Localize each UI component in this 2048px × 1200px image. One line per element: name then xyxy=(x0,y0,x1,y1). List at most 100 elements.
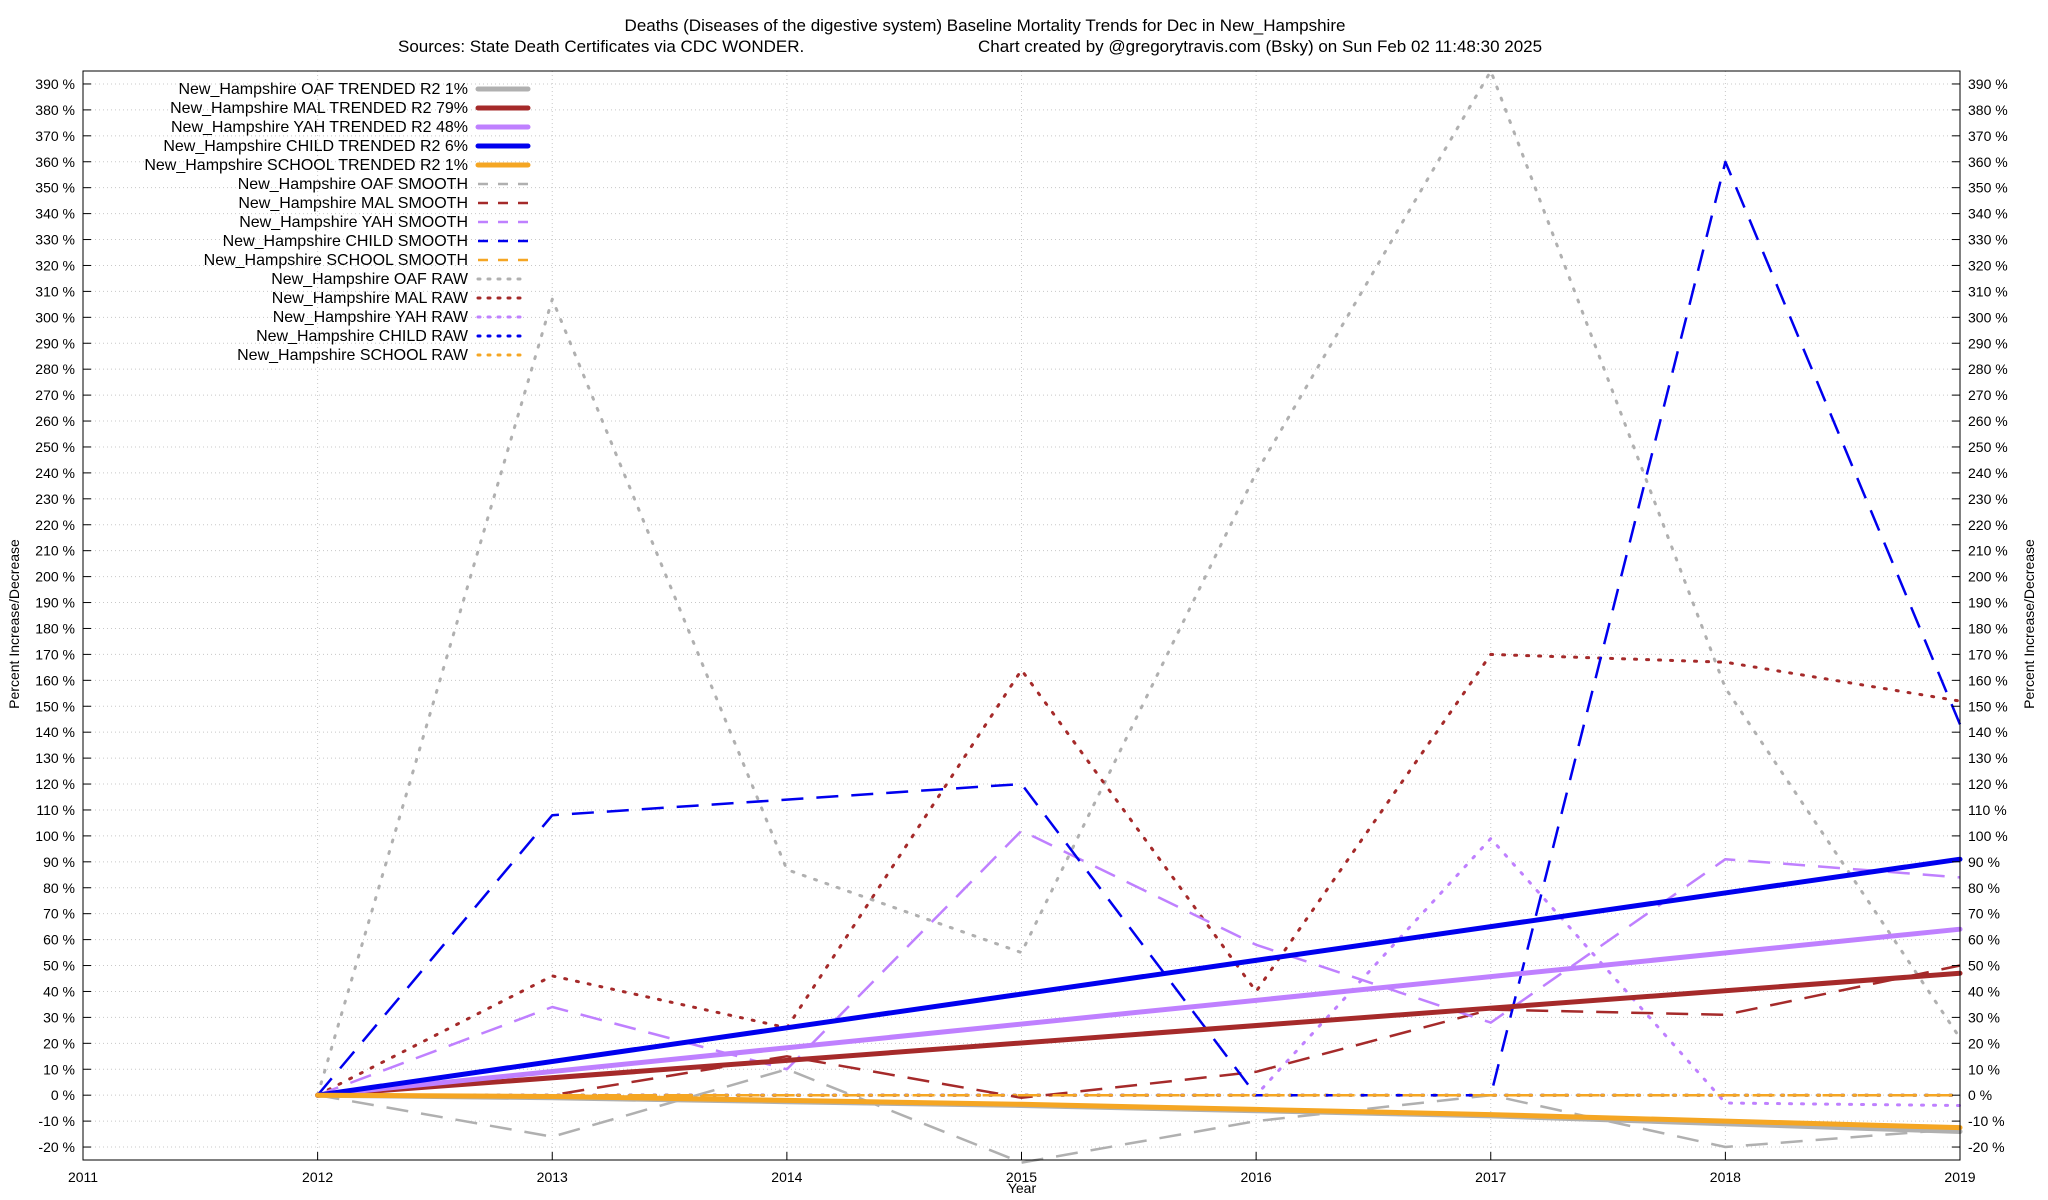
y-tick-label-right: 150 % xyxy=(1968,698,2008,714)
x-tick-label: 2012 xyxy=(302,1169,333,1185)
y-tick-label-right: 240 % xyxy=(1968,465,2008,481)
x-axis-label: Year xyxy=(1008,1180,1037,1196)
y-tick-label-left: 260 % xyxy=(35,413,75,429)
x-tick-label: 2013 xyxy=(537,1169,568,1185)
legend-entry-label: New_Hampshire YAH SMOOTH xyxy=(239,214,468,231)
series-line-8 xyxy=(316,160,1962,1097)
y-tick-label-right: 380 % xyxy=(1968,102,2008,118)
series-line-7 xyxy=(317,829,1961,1097)
y-tick-label-left: 230 % xyxy=(35,491,75,507)
y-tick-label-right: 250 % xyxy=(1968,439,2008,455)
x-tick-label: 2015 xyxy=(1006,1169,1037,1185)
y-tick-label-right: 170 % xyxy=(1968,646,2008,662)
x-tick-label: 2017 xyxy=(1475,1169,1506,1185)
y-tick-label-right: 310 % xyxy=(1968,283,2008,299)
y-tick-label-right: 330 % xyxy=(1968,232,2008,248)
series-line-0 xyxy=(315,1092,1963,1134)
y-tick-label-right: 70 % xyxy=(1968,906,2000,922)
y-tick-label-right: 290 % xyxy=(1968,335,2008,351)
y-tick-label-right: 390 % xyxy=(1968,76,2008,92)
x-tick-label: 2019 xyxy=(1944,1169,1975,1185)
y-tick-label-right: 20 % xyxy=(1968,1035,2000,1051)
y-tick-label-right: 280 % xyxy=(1968,361,2008,377)
y-tick-label-right: 130 % xyxy=(1968,750,2008,766)
series-line-6 xyxy=(317,964,1961,1100)
y-tick-label-right: -20 % xyxy=(1968,1139,2005,1155)
legend-entry-label: New_Hampshire CHILD SMOOTH xyxy=(223,233,468,250)
series-line-1 xyxy=(315,970,1963,1098)
y-tick-label-right: 210 % xyxy=(1968,543,2008,559)
legend-entry-label: New_Hampshire OAF RAW xyxy=(271,271,469,288)
x-tick-label: 2018 xyxy=(1710,1169,1741,1185)
y-tick-label-right: 60 % xyxy=(1968,932,2000,948)
series-line-11 xyxy=(316,652,1962,1097)
y-tick-label-left: 380 % xyxy=(35,102,75,118)
y-tick-label-right: 80 % xyxy=(1968,880,2000,896)
y-tick-label-right: 340 % xyxy=(1968,206,2008,222)
y-tick-label-left: 10 % xyxy=(43,1061,75,1077)
y-tick-label-right: 100 % xyxy=(1968,828,2008,844)
y-tick-label-right: 180 % xyxy=(1968,620,2008,636)
y-tick-label-right: 120 % xyxy=(1968,776,2008,792)
legend-entry-label: New_Hampshire MAL TRENDED R2 79% xyxy=(170,100,468,117)
y-tick-label-right: 160 % xyxy=(1968,672,2008,688)
series-line-4 xyxy=(315,1092,1963,1131)
x-tick-label: 2014 xyxy=(771,1169,802,1185)
y-tick-label-right: 110 % xyxy=(1968,802,2007,818)
y-tick-label-left: 220 % xyxy=(35,517,75,533)
legend-entry-label: New_Hampshire OAF SMOOTH xyxy=(238,176,468,193)
y-axis-label-right: Percent Increase/Decrease xyxy=(2021,539,2037,709)
y-tick-label-left: 210 % xyxy=(35,543,75,559)
y-tick-label-right: 260 % xyxy=(1968,413,2008,429)
y-tick-label-left: 200 % xyxy=(35,569,75,585)
y-tick-label-right: 200 % xyxy=(1968,569,2008,585)
y-tick-label-left: 290 % xyxy=(35,335,75,351)
legend-entry-label: New_Hampshire SCHOOL TRENDED R2 1% xyxy=(144,157,468,174)
legend-entry-label: New_Hampshire MAL SMOOTH xyxy=(238,195,468,212)
y-tick-label-left: 390 % xyxy=(35,76,75,92)
y-tick-label-left: 80 % xyxy=(43,880,75,896)
y-tick-label-right: 300 % xyxy=(1968,309,2008,325)
ticks-layer: -20 % -20 % -10 % -10 % 0 % 0 % 10 % 10 % 20 % 20… xyxy=(35,76,2007,1185)
y-tick-label-left: 140 % xyxy=(35,724,75,740)
legend-entry-label: New_Hampshire CHILD RAW xyxy=(256,328,469,345)
chart-title: Deaths (Diseases of the digestive system… xyxy=(625,16,1346,35)
series-layer xyxy=(315,69,1963,1164)
y-tick-label-left: 360 % xyxy=(35,154,75,170)
y-tick-label-right: 190 % xyxy=(1968,595,2008,611)
chart-subtitle-credit: Chart created by @gregorytravis.com (Bsk… xyxy=(978,37,1542,56)
legend-entry-label: New_Hampshire MAL RAW xyxy=(272,290,469,307)
y-tick-label-right: 220 % xyxy=(1968,517,2008,533)
y-tick-label-right: 370 % xyxy=(1968,128,2008,144)
y-tick-label-left: 30 % xyxy=(43,1009,75,1025)
y-tick-label-left: 280 % xyxy=(35,361,75,377)
y-tick-label-right: 360 % xyxy=(1968,154,2008,170)
y-tick-label-left: 50 % xyxy=(43,958,75,974)
y-tick-label-left: 370 % xyxy=(35,128,75,144)
y-tick-label-left: 40 % xyxy=(43,983,75,999)
y-tick-label-left: 160 % xyxy=(35,672,75,688)
y-tick-label-left: 110 % xyxy=(36,802,75,818)
series-line-3 xyxy=(315,856,1963,1098)
y-tick-label-left: 90 % xyxy=(43,854,75,870)
y-tick-label-left: 270 % xyxy=(35,387,75,403)
y-tick-label-left: 100 % xyxy=(35,828,75,844)
y-tick-label-right: 30 % xyxy=(1968,1009,2000,1025)
y-tick-label-left: 350 % xyxy=(35,180,75,196)
y-tick-label-right: 140 % xyxy=(1968,724,2008,740)
grid-layer xyxy=(82,71,1961,1160)
x-tick-label: 2011 xyxy=(68,1169,98,1185)
series-line-5 xyxy=(317,1068,1961,1164)
y-tick-label-left: 60 % xyxy=(43,932,75,948)
y-tick-label-left: 150 % xyxy=(35,698,75,714)
legend-entry-label: New_Hampshire SCHOOL RAW xyxy=(237,347,469,364)
legend: New_Hampshire OAF TRENDED R2 1% New_Hamps… xyxy=(144,81,531,364)
y-tick-label-right: -10 % xyxy=(1968,1113,2005,1129)
y-tick-label-left: 180 % xyxy=(35,620,75,636)
chart-subtitle-sources: Sources: State Death Certificates via CD… xyxy=(398,37,804,56)
y-tick-label-left: -20 % xyxy=(38,1139,75,1155)
y-tick-label-left: 320 % xyxy=(35,257,75,273)
legend-entry-label: New_Hampshire YAH TRENDED R2 48% xyxy=(171,119,468,136)
x-tick-label: 2016 xyxy=(1241,1169,1272,1185)
